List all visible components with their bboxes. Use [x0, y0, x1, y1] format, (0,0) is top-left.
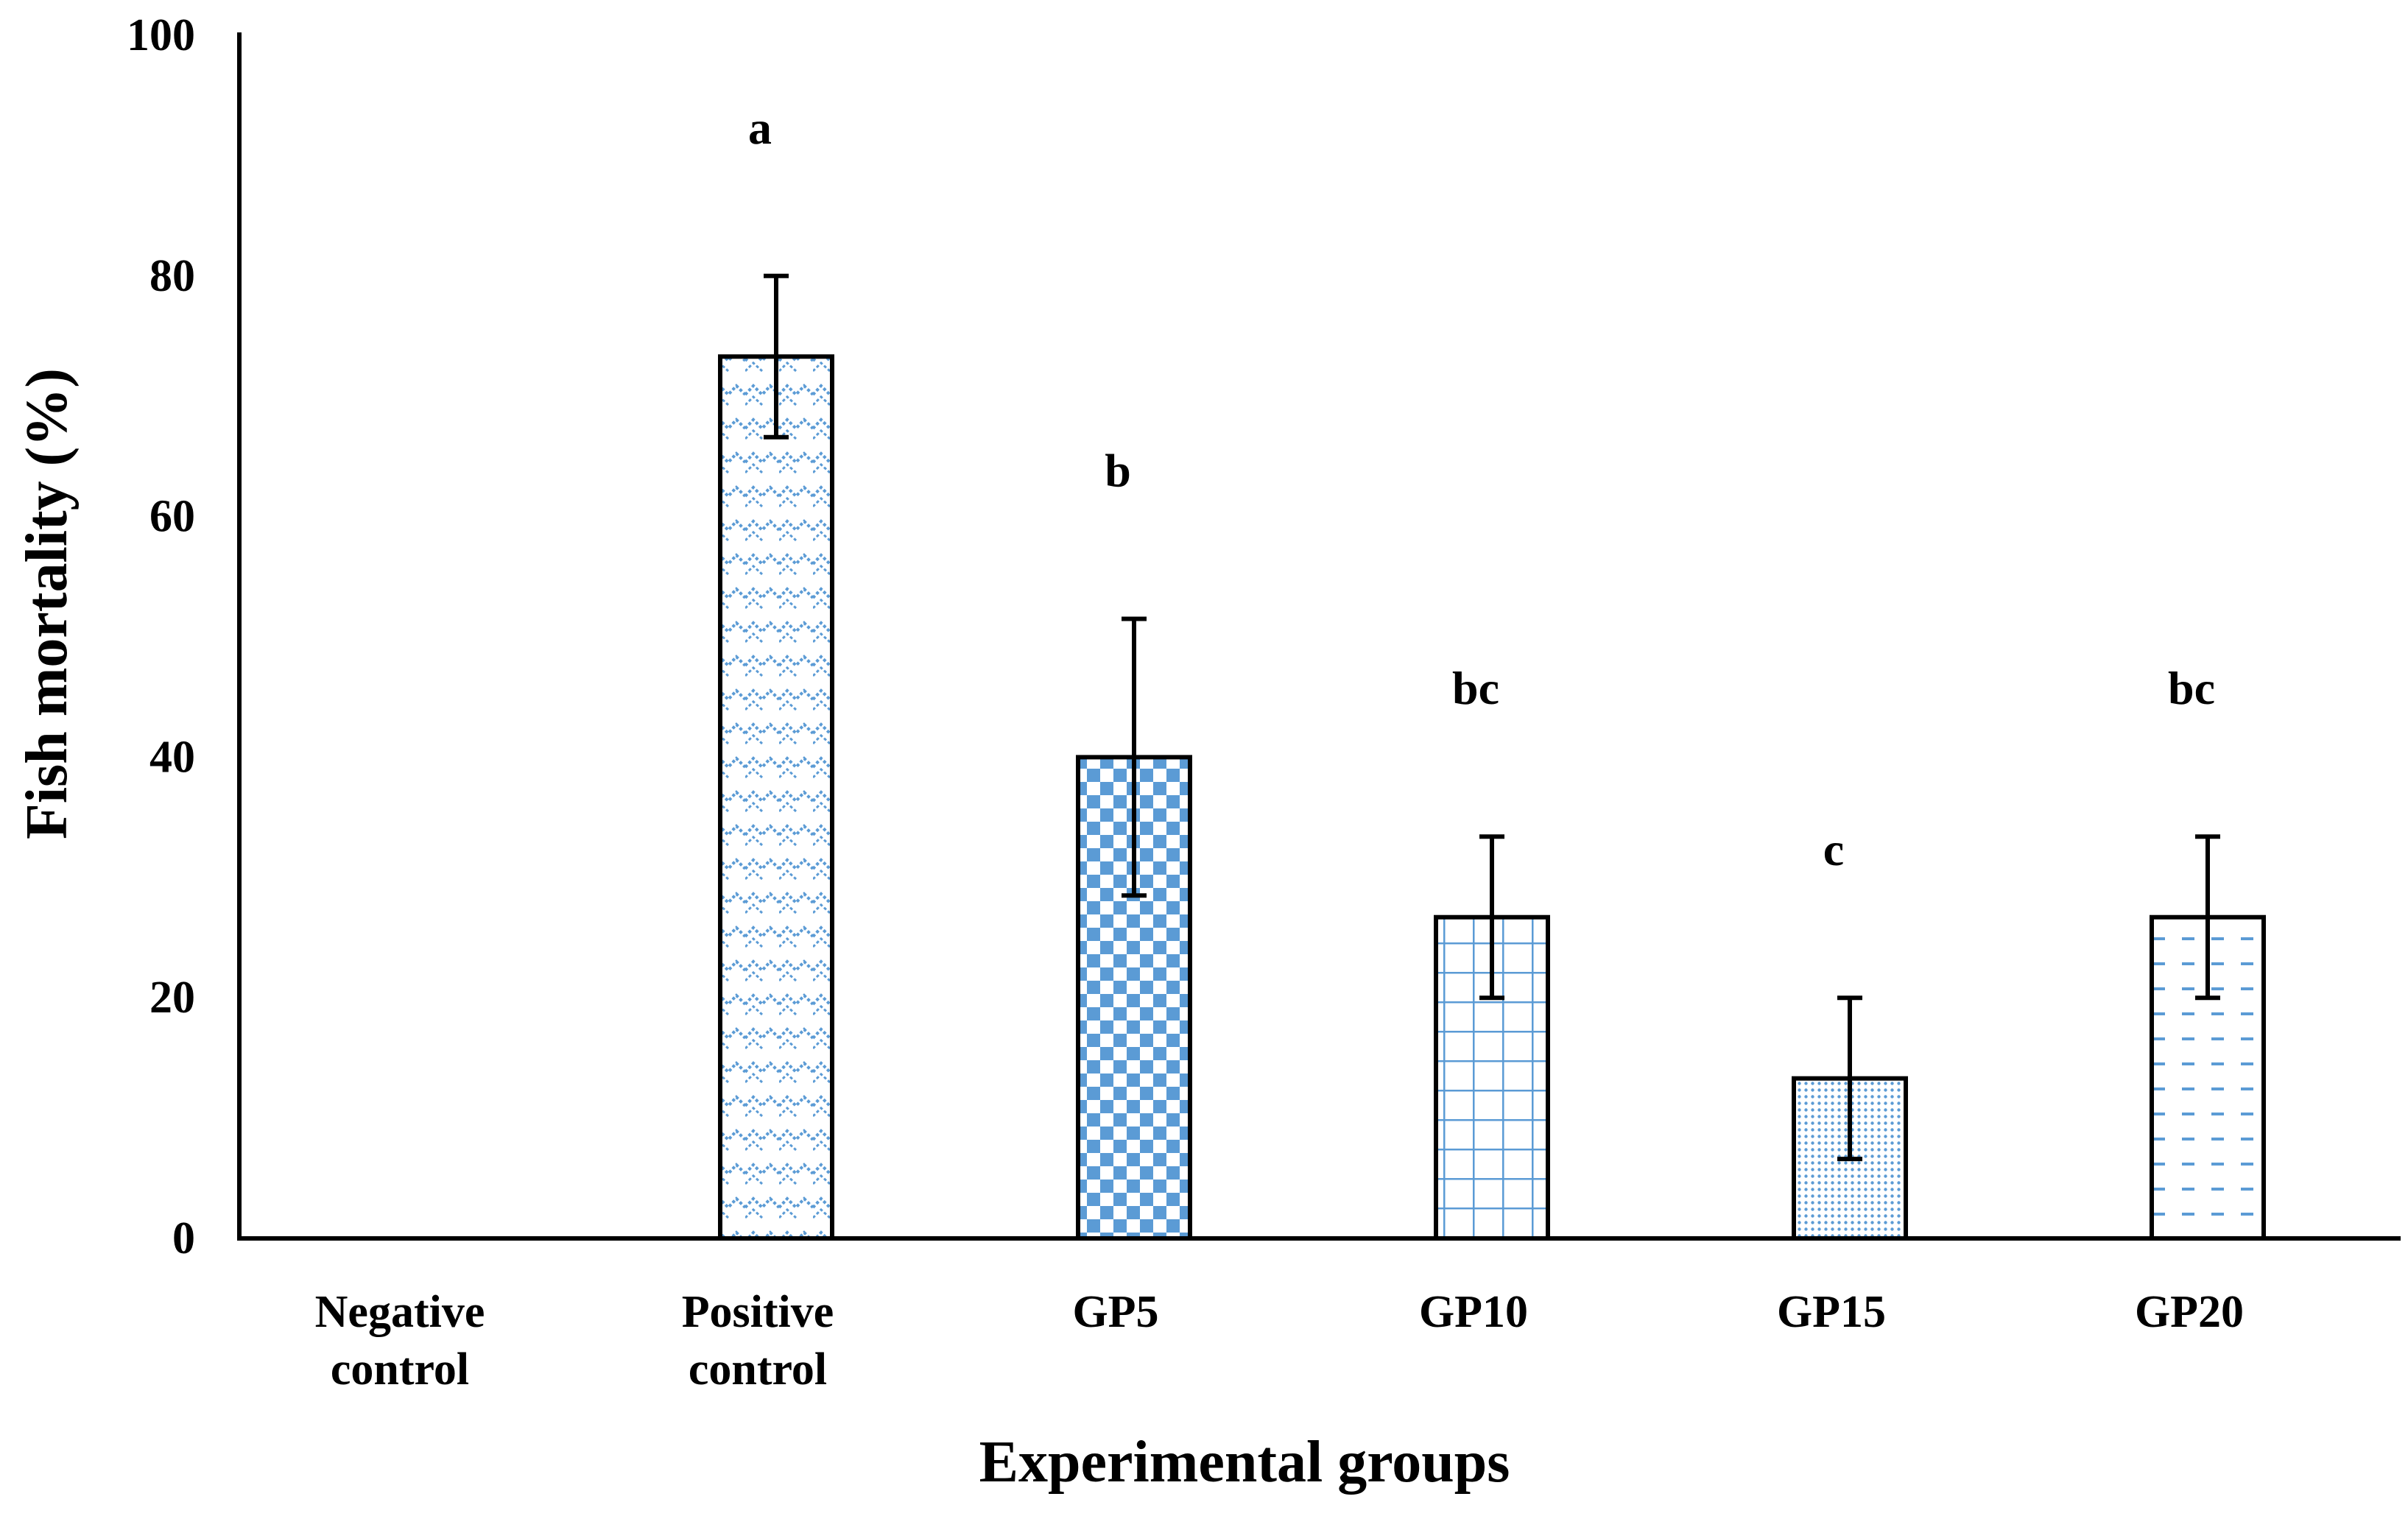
error-bar	[2195, 834, 2220, 1001]
x-tick-label: Negative control	[315, 1287, 485, 1395]
y-tick-label: 60	[149, 492, 195, 542]
significance-label: bc	[2168, 662, 2215, 714]
error-bar	[1122, 616, 1147, 898]
x-tick-label: GP20	[2135, 1287, 2244, 1337]
bar-positive-control	[718, 354, 834, 1241]
error-bar	[1837, 995, 1862, 1162]
y-tick-label: 80	[149, 251, 195, 301]
error-bar	[764, 273, 789, 440]
y-tick-label: 100	[127, 10, 195, 60]
y-tick-label: 20	[149, 973, 195, 1023]
bar-gp20	[2150, 914, 2266, 1241]
error-bar	[1479, 834, 1504, 1001]
x-tick-label: GP10	[1419, 1287, 1528, 1337]
y-tick-label: 40	[149, 732, 195, 782]
y-axis-title: Fish mortality (%)	[15, 368, 80, 839]
y-tick-label: 0	[172, 1213, 195, 1263]
x-tick-label: GP5	[1072, 1287, 1158, 1337]
significance-label: a	[748, 102, 772, 154]
significance-label: b	[1105, 444, 1131, 496]
significance-label: c	[1823, 823, 1844, 875]
x-tick-label: GP15	[1777, 1287, 1886, 1337]
x-axis-title: Experimental groups	[979, 1430, 1510, 1495]
significance-label: bc	[1452, 662, 1499, 714]
x-tick-label: Positive control	[682, 1287, 834, 1395]
